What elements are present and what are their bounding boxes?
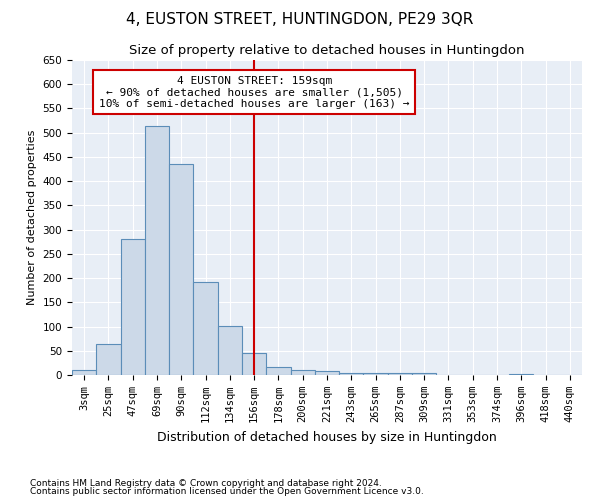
Bar bbox=[72, 370, 96, 375]
Bar bbox=[412, 373, 436, 375]
Bar bbox=[290, 370, 315, 375]
Bar bbox=[96, 344, 121, 375]
Title: Size of property relative to detached houses in Huntingdon: Size of property relative to detached ho… bbox=[129, 44, 525, 58]
Bar bbox=[121, 240, 145, 375]
Text: 4 EUSTON STREET: 159sqm
← 90% of detached houses are smaller (1,505)
10% of semi: 4 EUSTON STREET: 159sqm ← 90% of detache… bbox=[99, 76, 409, 108]
Text: Contains public sector information licensed under the Open Government Licence v3: Contains public sector information licen… bbox=[30, 487, 424, 496]
Bar bbox=[242, 353, 266, 375]
Bar bbox=[315, 370, 339, 375]
Bar bbox=[169, 164, 193, 375]
Bar bbox=[266, 367, 290, 375]
Bar bbox=[339, 373, 364, 375]
X-axis label: Distribution of detached houses by size in Huntingdon: Distribution of detached houses by size … bbox=[157, 430, 497, 444]
Bar bbox=[193, 282, 218, 375]
Y-axis label: Number of detached properties: Number of detached properties bbox=[27, 130, 37, 305]
Bar bbox=[388, 372, 412, 375]
Text: 4, EUSTON STREET, HUNTINGDON, PE29 3QR: 4, EUSTON STREET, HUNTINGDON, PE29 3QR bbox=[127, 12, 473, 28]
Bar bbox=[145, 126, 169, 375]
Bar bbox=[509, 374, 533, 375]
Bar bbox=[364, 372, 388, 375]
Bar bbox=[218, 326, 242, 375]
Text: Contains HM Land Registry data © Crown copyright and database right 2024.: Contains HM Land Registry data © Crown c… bbox=[30, 478, 382, 488]
